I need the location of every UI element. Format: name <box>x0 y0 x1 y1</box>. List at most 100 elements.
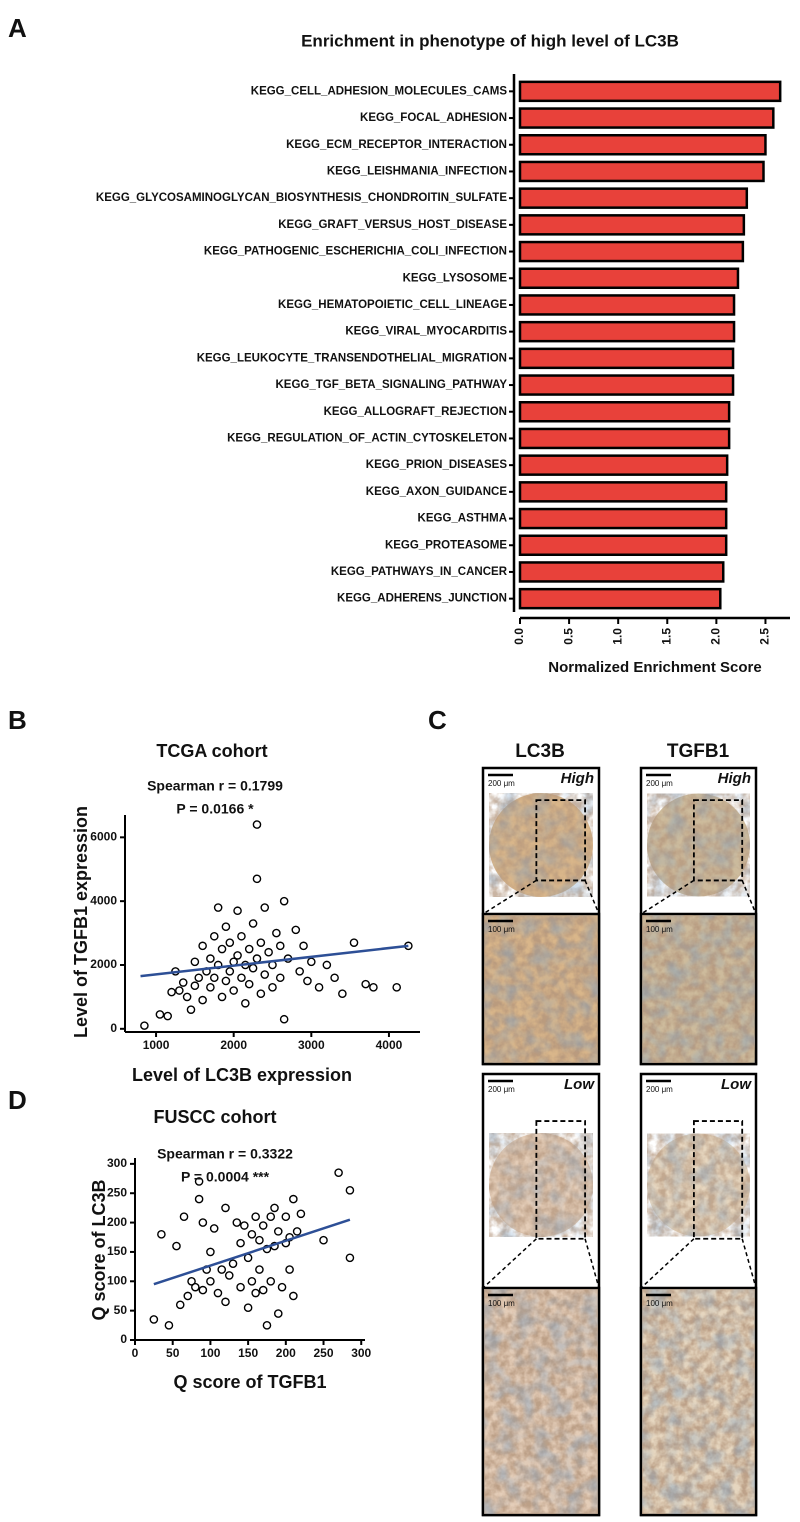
point <box>155 1010 165 1019</box>
zoom-region <box>535 1120 586 1240</box>
category-label: KEGG_PRION_DISEASES <box>366 459 508 471</box>
chart-title: TCGA cohort <box>156 741 267 761</box>
point <box>349 938 359 947</box>
y-tick-label: 150 <box>107 1244 127 1258</box>
x-tick-label: 150 <box>238 1346 258 1360</box>
zoom-guide <box>482 879 537 915</box>
tissue-texture <box>647 1133 750 1237</box>
annotation: Spearman r = 0.1799 <box>147 778 283 794</box>
point <box>281 1212 291 1222</box>
point <box>338 989 347 999</box>
point <box>217 992 227 1002</box>
point <box>221 1297 230 1307</box>
point <box>252 954 262 963</box>
category-label: KEGG_LYSOSOME <box>403 272 508 284</box>
point <box>256 938 266 947</box>
point <box>247 1276 257 1286</box>
point <box>224 1271 234 1280</box>
point <box>241 998 250 1008</box>
zoom-guide <box>741 1238 757 1289</box>
point <box>258 1221 268 1230</box>
point <box>175 1300 185 1310</box>
point <box>225 938 235 947</box>
y-tick-label: 250 <box>107 1185 127 1199</box>
point <box>258 1285 268 1295</box>
point <box>361 979 370 989</box>
bar <box>518 214 746 236</box>
y-tick-label: 6000 <box>90 830 117 844</box>
point <box>345 1185 355 1195</box>
point <box>190 981 200 991</box>
point <box>209 973 219 983</box>
x-axis-title: Level of LC3B expression <box>132 1065 352 1085</box>
point <box>229 986 238 995</box>
row-label: High <box>718 770 751 787</box>
point <box>163 1011 172 1021</box>
point <box>314 983 324 992</box>
point <box>262 1321 272 1330</box>
point <box>260 903 270 912</box>
panel-letter: A <box>8 13 27 43</box>
point <box>206 954 215 963</box>
x-tick-label: 200 <box>276 1346 296 1360</box>
zoom-region <box>535 799 586 882</box>
x-tick-label: 1.5 <box>659 628 673 645</box>
point <box>194 973 204 983</box>
bar <box>518 294 736 316</box>
point <box>186 1005 196 1014</box>
point <box>198 995 207 1005</box>
point <box>217 944 227 954</box>
point <box>206 1276 215 1286</box>
y-axis-title: Level of TGFB1 expression <box>71 806 91 1038</box>
point <box>277 1282 287 1292</box>
point <box>232 1218 242 1227</box>
point <box>175 986 184 995</box>
annotation: Spearman r = 0.3322 <box>157 1146 293 1162</box>
chart-title: FUSCC cohort <box>154 1107 277 1127</box>
point <box>187 1276 196 1286</box>
category-label: KEGG_VIRAL_MYOCARDITIS <box>345 326 507 338</box>
point <box>319 1235 328 1245</box>
bar <box>518 401 731 423</box>
point <box>252 820 262 829</box>
point <box>260 970 270 979</box>
point <box>236 1282 245 1292</box>
tissue-texture <box>484 915 598 1063</box>
category-label: KEGG_AXON_GUIDANCE <box>366 486 508 498</box>
tissue-texture <box>647 793 750 897</box>
zoom-guide <box>584 880 600 915</box>
scale-label: 100 μm <box>646 925 673 934</box>
point <box>233 951 242 960</box>
category-label: KEGG_LEUKOCYTE_TRANSENDOTHELIAL_MIGRATIO… <box>197 352 507 364</box>
point <box>236 1238 245 1248</box>
point <box>322 960 332 970</box>
bar <box>518 587 722 610</box>
panel-c: C LC3B TGFB1 200 μm 100 μm High 200 μm 100 μ… <box>428 705 758 1517</box>
tissue-texture <box>489 1133 593 1237</box>
bar <box>518 534 728 556</box>
bar <box>518 134 767 156</box>
point <box>275 973 285 983</box>
point <box>289 1194 298 1204</box>
scale-label: 100 μm <box>488 1299 515 1308</box>
x-tick-label: 0 <box>132 1346 139 1360</box>
point <box>213 1288 223 1298</box>
point <box>392 983 402 992</box>
point <box>247 1230 257 1239</box>
point <box>206 983 215 992</box>
point <box>198 1218 208 1227</box>
point <box>237 931 246 941</box>
point <box>369 983 378 992</box>
point <box>334 1168 343 1177</box>
bar <box>518 240 745 263</box>
bar <box>518 427 731 450</box>
point <box>157 1230 166 1239</box>
point <box>248 963 258 973</box>
zoom-guide <box>640 1238 695 1289</box>
bar <box>518 347 735 370</box>
scale-label: 200 μm <box>646 1085 673 1094</box>
zoom-guide <box>482 1238 537 1289</box>
category-label: KEGG_ECM_RECEPTOR_INTERACTION <box>286 139 507 151</box>
point <box>275 941 285 951</box>
point <box>191 1282 200 1292</box>
